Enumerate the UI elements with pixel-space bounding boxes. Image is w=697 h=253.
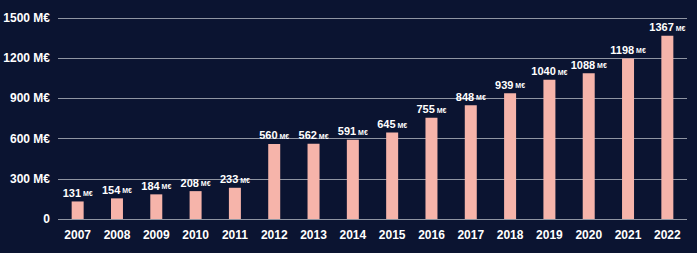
svg-text:2019: 2019 bbox=[536, 228, 563, 242]
svg-text:2022: 2022 bbox=[654, 228, 681, 242]
svg-text:2014: 2014 bbox=[339, 228, 366, 242]
svg-text:2020: 2020 bbox=[575, 228, 602, 242]
svg-text:M€: M€ bbox=[120, 187, 132, 194]
svg-text:2021: 2021 bbox=[615, 228, 642, 242]
svg-text:600 M€: 600 M€ bbox=[10, 132, 50, 146]
svg-text:184: 184 bbox=[141, 180, 160, 192]
svg-text:939: 939 bbox=[495, 79, 513, 91]
svg-text:M€: M€ bbox=[395, 122, 407, 129]
svg-text:1367: 1367 bbox=[649, 21, 673, 33]
svg-text:2016: 2016 bbox=[418, 228, 445, 242]
svg-text:M€: M€ bbox=[160, 183, 172, 190]
svg-text:900 M€: 900 M€ bbox=[10, 91, 50, 105]
svg-text:2008: 2008 bbox=[104, 228, 131, 242]
svg-text:M€: M€ bbox=[513, 82, 525, 89]
svg-text:2018: 2018 bbox=[497, 228, 524, 242]
svg-text:M€: M€ bbox=[356, 129, 368, 136]
svg-text:2007: 2007 bbox=[64, 228, 91, 242]
svg-text:2012: 2012 bbox=[261, 228, 288, 242]
svg-text:M€: M€ bbox=[278, 133, 290, 140]
svg-text:208: 208 bbox=[181, 177, 199, 189]
svg-text:M€: M€ bbox=[556, 69, 568, 76]
svg-text:233: 233 bbox=[220, 173, 238, 185]
svg-text:560: 560 bbox=[259, 129, 277, 141]
svg-text:1500 M€: 1500 M€ bbox=[3, 11, 50, 25]
svg-text:2011: 2011 bbox=[222, 228, 248, 242]
svg-text:0: 0 bbox=[43, 212, 50, 226]
svg-text:M€: M€ bbox=[81, 190, 93, 197]
svg-text:1200 M€: 1200 M€ bbox=[3, 51, 50, 65]
svg-text:591: 591 bbox=[338, 125, 356, 137]
svg-text:300 M€: 300 M€ bbox=[10, 172, 50, 186]
svg-text:M€: M€ bbox=[317, 133, 329, 140]
svg-text:M€: M€ bbox=[674, 25, 686, 32]
svg-text:1088: 1088 bbox=[571, 59, 595, 71]
svg-text:131: 131 bbox=[63, 187, 81, 199]
svg-text:154: 154 bbox=[102, 184, 121, 196]
svg-text:562: 562 bbox=[299, 129, 317, 141]
svg-text:2017: 2017 bbox=[457, 228, 484, 242]
svg-text:2013: 2013 bbox=[300, 228, 327, 242]
svg-text:M€: M€ bbox=[199, 180, 211, 187]
svg-text:2015: 2015 bbox=[379, 228, 406, 242]
svg-text:848: 848 bbox=[456, 91, 474, 103]
svg-text:645: 645 bbox=[377, 118, 395, 130]
svg-text:2010: 2010 bbox=[182, 228, 209, 242]
svg-text:M€: M€ bbox=[595, 62, 607, 69]
svg-text:M€: M€ bbox=[634, 47, 646, 54]
svg-text:755: 755 bbox=[416, 103, 434, 115]
svg-text:2009: 2009 bbox=[143, 228, 170, 242]
svg-text:M€: M€ bbox=[238, 177, 250, 184]
svg-text:M€: M€ bbox=[474, 94, 486, 101]
svg-text:M€: M€ bbox=[435, 107, 447, 114]
svg-text:1040: 1040 bbox=[531, 65, 555, 77]
svg-text:1198: 1198 bbox=[610, 44, 634, 56]
